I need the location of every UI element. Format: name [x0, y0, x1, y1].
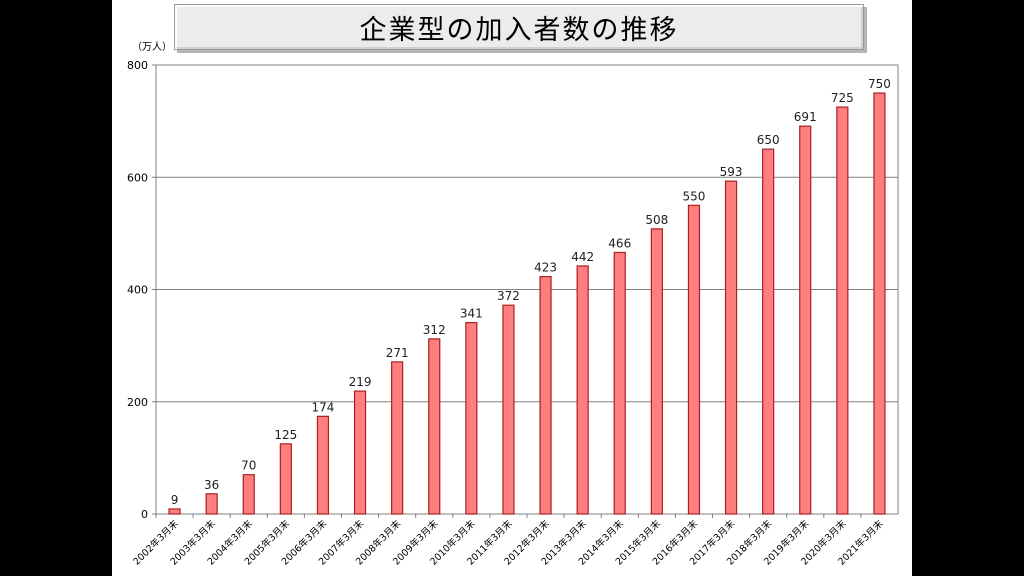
- data-label: 70: [241, 459, 256, 473]
- y-tick-label: 400: [127, 284, 148, 297]
- y-tick-label: 800: [127, 59, 148, 72]
- data-label: 750: [868, 77, 891, 91]
- data-label: 593: [720, 165, 743, 179]
- bar: [242, 474, 255, 515]
- bar: [687, 204, 701, 515]
- data-label: 341: [460, 307, 483, 321]
- bar: [539, 275, 552, 515]
- bar: [168, 508, 181, 515]
- bar: [316, 415, 330, 515]
- bar: [650, 228, 663, 515]
- bar: [799, 125, 812, 515]
- bar: [762, 148, 775, 515]
- title-banner: 企業型の加入者数の推移: [174, 4, 864, 50]
- data-label: 508: [645, 213, 668, 227]
- data-label: 219: [349, 375, 372, 389]
- data-label: 271: [386, 346, 409, 360]
- slide: 企業型の加入者数の推移 0 200 400 600 800 9 2002年3月末 36 2003…: [112, 0, 912, 576]
- bar: [613, 251, 626, 515]
- chart-title: 企業型の加入者数の推移: [359, 14, 679, 46]
- data-label: 312: [423, 323, 446, 337]
- bar: [576, 265, 589, 515]
- bar: [836, 106, 849, 515]
- data-label: 36: [204, 478, 219, 492]
- data-label: 423: [534, 261, 557, 275]
- data-label: 550: [682, 189, 705, 203]
- data-label: 9: [171, 493, 179, 507]
- data-label: 650: [757, 133, 780, 147]
- bar: [353, 390, 367, 515]
- y-tick-label: 0: [141, 508, 148, 521]
- y-tick-label: 600: [127, 171, 148, 184]
- data-label: 442: [571, 250, 594, 264]
- data-label: 691: [794, 110, 817, 124]
- bar: [205, 493, 218, 515]
- data-label: 725: [831, 91, 854, 105]
- data-label: 372: [497, 289, 520, 303]
- y-tick-label: 200: [127, 396, 148, 409]
- data-label: 125: [274, 428, 297, 442]
- bar: [724, 180, 738, 515]
- bar: [465, 322, 478, 515]
- bar-chart: 020040060080092002年3月末362003年3月末702004年3…: [127, 59, 899, 568]
- bar: [428, 338, 441, 515]
- bar: [279, 443, 292, 515]
- bar: [502, 304, 515, 515]
- y-axis-unit-label: （万人）: [132, 42, 172, 53]
- data-label: 174: [311, 400, 334, 414]
- bar: [873, 92, 886, 515]
- bar: [391, 361, 404, 515]
- data-label: 466: [608, 236, 631, 250]
